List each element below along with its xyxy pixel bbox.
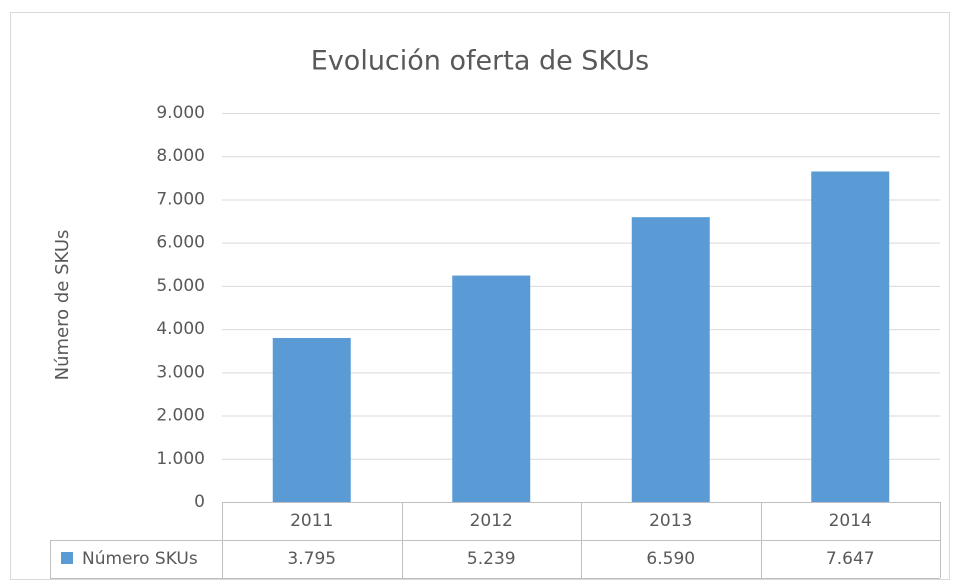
y-tick-label: 9.000	[156, 103, 205, 123]
y-tick-label: 7.000	[156, 189, 205, 209]
legend-label: Número SKUs	[82, 549, 198, 569]
bar	[272, 337, 351, 502]
y-axis-label: Número de SKUs	[52, 230, 73, 381]
legend-key	[61, 552, 73, 564]
bar	[811, 171, 890, 502]
y-tick-label: 5.000	[156, 276, 205, 296]
table-value: 7.647	[826, 549, 875, 569]
y-tick-label: 1.000	[156, 449, 205, 469]
table-value: 5.239	[467, 549, 516, 569]
x-tick-label: 2012	[470, 511, 513, 531]
y-tick-label: 8.000	[156, 146, 205, 166]
x-tick-label: 2014	[829, 511, 872, 531]
chart-title: Evolución oferta de SKUs	[311, 46, 649, 77]
bar	[452, 275, 531, 502]
y-tick-label: 3.000	[156, 362, 205, 382]
table-value: 6.590	[646, 549, 695, 569]
table-value: 3.795	[287, 549, 336, 569]
x-tick-label: 2013	[649, 511, 692, 531]
y-tick-label: 2.000	[156, 406, 205, 426]
y-tick-label: 0	[194, 492, 205, 512]
x-tick-label: 2011	[290, 511, 333, 531]
y-tick-label: 6.000	[156, 233, 205, 253]
y-tick-label: 4.000	[156, 319, 205, 339]
bar	[631, 217, 710, 502]
